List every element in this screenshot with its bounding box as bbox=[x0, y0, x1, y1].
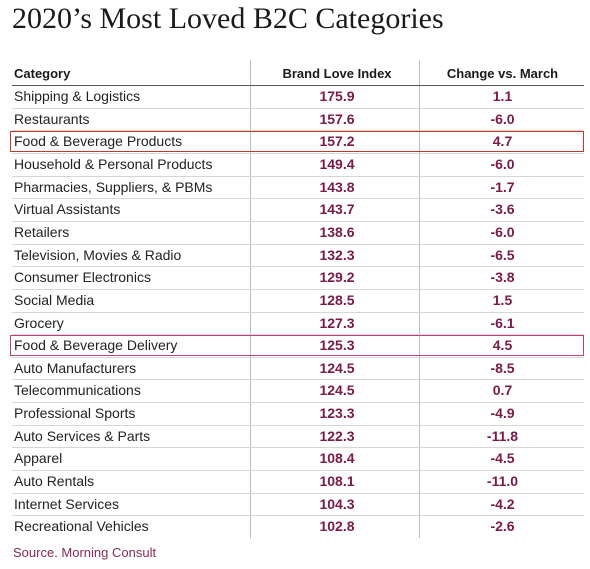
row-divider bbox=[12, 130, 584, 132]
category-cell: Internet Services bbox=[14, 495, 120, 512]
category-cell: Restaurants bbox=[14, 110, 90, 127]
brand-love-index-cell: 157.2 bbox=[319, 133, 355, 150]
category-cell: Professional Sports bbox=[14, 405, 136, 422]
brand-love-index-cell: 157.6 bbox=[319, 110, 355, 127]
brand-love-index-cell: 138.6 bbox=[319, 223, 355, 240]
change-vs-march-cell: -4.2 bbox=[490, 495, 515, 512]
change-vs-march-cell: -6.1 bbox=[490, 314, 515, 331]
brand-love-index-cell: 127.3 bbox=[319, 314, 355, 331]
category-cell: Consumer Electronics bbox=[14, 269, 151, 286]
column-divider bbox=[419, 60, 420, 538]
column-header-change-vs-march: Change vs. March bbox=[446, 66, 559, 81]
brand-love-index-cell: 143.8 bbox=[319, 178, 355, 195]
row-divider bbox=[12, 379, 584, 381]
brand-love-index-cell: 175.9 bbox=[319, 88, 355, 104]
row-divider bbox=[12, 356, 584, 358]
brand-love-index-cell: 125.3 bbox=[319, 337, 355, 354]
header-divider bbox=[12, 85, 584, 86]
category-cell: Social Media bbox=[14, 291, 95, 308]
change-vs-march-cell: -11.0 bbox=[486, 473, 519, 490]
row-divider bbox=[12, 492, 584, 494]
change-vs-march-cell: -2.6 bbox=[490, 518, 515, 535]
change-vs-march-cell: -6.5 bbox=[490, 246, 515, 263]
chart-title: 2020’s Most Loved B2C Categories bbox=[12, 2, 444, 35]
change-vs-march-cell: 1.5 bbox=[492, 291, 513, 308]
row-divider bbox=[12, 266, 584, 268]
category-cell: Telecommunications bbox=[14, 382, 141, 399]
change-vs-march-cell: 4.5 bbox=[492, 337, 513, 354]
category-cell: Food & Beverage Delivery bbox=[14, 337, 178, 354]
change-vs-march-cell: -6.0 bbox=[490, 155, 515, 172]
row-divider bbox=[12, 220, 584, 222]
row-divider bbox=[12, 515, 584, 517]
brand-love-index-cell: 123.3 bbox=[319, 405, 355, 422]
brand-love-index-cell: 104.3 bbox=[319, 495, 355, 512]
category-cell: Auto Manufacturers bbox=[14, 359, 137, 376]
brand-love-index-cell: 108.4 bbox=[319, 450, 355, 467]
category-cell: Recreational Vehicles bbox=[14, 518, 149, 535]
highlight-box bbox=[10, 335, 584, 357]
row-divider bbox=[12, 447, 584, 449]
row-divider bbox=[12, 402, 584, 404]
row-divider bbox=[12, 152, 584, 154]
row-divider bbox=[12, 243, 584, 245]
brand-love-index-cell: 143.7 bbox=[319, 201, 355, 218]
change-vs-march-cell: 0.7 bbox=[492, 382, 513, 399]
change-vs-march-cell: -6.0 bbox=[490, 223, 515, 240]
change-vs-march-cell: -6.0 bbox=[490, 110, 515, 127]
column-header-brand-love-index: Brand Love Index bbox=[282, 66, 392, 81]
category-cell: Household & Personal Products bbox=[14, 155, 213, 172]
category-cell: Retailers bbox=[14, 223, 70, 240]
category-cell: Apparel bbox=[14, 450, 63, 467]
category-cell: Auto Rentals bbox=[14, 473, 95, 490]
brand-love-index-cell: 124.5 bbox=[319, 359, 355, 376]
brand-love-index-cell: 122.3 bbox=[319, 427, 355, 444]
brand-love-index-cell: 102.8 bbox=[319, 518, 355, 535]
row-divider bbox=[12, 424, 584, 426]
row-divider bbox=[12, 311, 584, 313]
column-header-category: Category bbox=[14, 66, 71, 81]
category-cell: Food & Beverage Products bbox=[14, 133, 183, 150]
category-cell: Shipping & Logistics bbox=[14, 88, 141, 104]
category-cell: Television, Movies & Radio bbox=[14, 246, 182, 263]
change-vs-march-cell: -4.5 bbox=[490, 450, 515, 467]
change-vs-march-cell: -11.8 bbox=[486, 427, 519, 444]
row-divider bbox=[12, 175, 584, 177]
brand-love-index-cell: 149.4 bbox=[319, 155, 355, 172]
change-vs-march-cell: -1.7 bbox=[490, 178, 515, 195]
brand-love-index-cell: 124.5 bbox=[319, 382, 355, 399]
category-cell: Auto Services & Parts bbox=[14, 427, 151, 444]
brand-love-index-cell: 132.3 bbox=[319, 246, 355, 263]
row-divider bbox=[12, 334, 584, 336]
column-divider bbox=[250, 60, 251, 538]
change-vs-march-cell: 4.7 bbox=[492, 133, 513, 150]
change-vs-march-cell: -8.5 bbox=[490, 359, 515, 376]
row-divider bbox=[12, 470, 584, 472]
brand-love-index-cell: 108.1 bbox=[319, 473, 355, 490]
highlight-box bbox=[10, 131, 584, 153]
category-cell: Grocery bbox=[14, 314, 64, 331]
row-divider bbox=[12, 198, 584, 200]
change-vs-march-cell: -3.6 bbox=[490, 201, 515, 218]
brand-love-index-cell: 128.5 bbox=[319, 291, 355, 308]
row-divider bbox=[12, 107, 584, 109]
change-vs-march-cell: -3.8 bbox=[490, 269, 515, 286]
source-note: Source. Morning Consult bbox=[13, 545, 157, 560]
brand-love-index-cell: 129.2 bbox=[319, 269, 355, 286]
row-divider bbox=[12, 288, 584, 290]
category-cell: Pharmacies, Suppliers, & PBMs bbox=[14, 178, 213, 195]
change-vs-march-cell: 1.1 bbox=[492, 88, 513, 104]
change-vs-march-cell: -4.9 bbox=[490, 405, 515, 422]
category-cell: Virtual Assistants bbox=[14, 201, 121, 218]
